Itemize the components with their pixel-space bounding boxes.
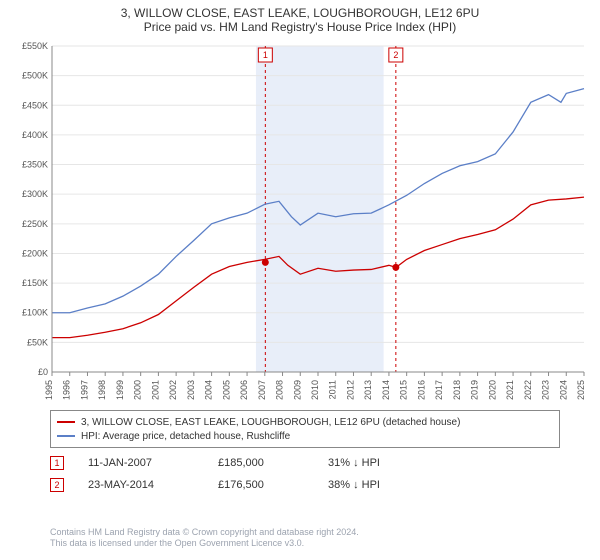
svg-text:1: 1 xyxy=(263,50,268,60)
sale-marker-icon: 1 xyxy=(50,456,64,470)
svg-text:£400K: £400K xyxy=(22,130,48,140)
svg-text:1997: 1997 xyxy=(79,380,89,400)
sale-price: £185,000 xyxy=(218,457,328,469)
svg-text:1995: 1995 xyxy=(44,380,54,400)
legend-item: HPI: Average price, detached house, Rush… xyxy=(57,429,553,443)
title-block: 3, WILLOW CLOSE, EAST LEAKE, LOUGHBOROUG… xyxy=(0,0,600,34)
sale-delta: 31% ↓ HPI xyxy=(328,457,438,469)
sales-table: 1 11-JAN-2007 £185,000 31% ↓ HPI 2 23-MA… xyxy=(50,452,560,496)
svg-text:2003: 2003 xyxy=(186,380,196,400)
footnote-line: Contains HM Land Registry data © Crown c… xyxy=(50,527,359,539)
svg-text:1996: 1996 xyxy=(62,380,72,400)
svg-text:£550K: £550K xyxy=(22,42,48,51)
svg-text:2010: 2010 xyxy=(310,380,320,400)
legend: 3, WILLOW CLOSE, EAST LEAKE, LOUGHBOROUG… xyxy=(50,410,560,448)
svg-text:2012: 2012 xyxy=(345,380,355,400)
sale-date: 23-MAY-2014 xyxy=(88,479,218,491)
svg-text:2001: 2001 xyxy=(150,380,160,400)
sale-row: 2 23-MAY-2014 £176,500 38% ↓ HPI xyxy=(50,474,560,496)
svg-text:£300K: £300K xyxy=(22,189,48,199)
svg-text:2011: 2011 xyxy=(328,380,338,399)
chart-container: 3, WILLOW CLOSE, EAST LEAKE, LOUGHBOROUG… xyxy=(0,0,600,560)
sale-delta: 38% ↓ HPI xyxy=(328,479,438,491)
svg-text:2007: 2007 xyxy=(257,380,267,400)
svg-text:£350K: £350K xyxy=(22,160,48,170)
svg-text:2: 2 xyxy=(393,50,398,60)
svg-text:2009: 2009 xyxy=(292,380,302,400)
sale-marker-icon: 2 xyxy=(50,478,64,492)
svg-text:2013: 2013 xyxy=(363,380,373,400)
legend-swatch xyxy=(57,421,75,423)
svg-text:2000: 2000 xyxy=(133,380,143,400)
svg-text:2008: 2008 xyxy=(275,380,285,400)
svg-text:£150K: £150K xyxy=(22,278,48,288)
svg-text:2025: 2025 xyxy=(576,380,586,400)
footnote-line: This data is licensed under the Open Gov… xyxy=(50,538,359,550)
svg-text:2018: 2018 xyxy=(452,380,462,400)
svg-text:1998: 1998 xyxy=(97,380,107,400)
title-subtitle: Price paid vs. HM Land Registry's House … xyxy=(0,20,600,34)
legend-swatch xyxy=(57,435,75,437)
svg-text:2016: 2016 xyxy=(416,380,426,400)
legend-item: 3, WILLOW CLOSE, EAST LEAKE, LOUGHBOROUG… xyxy=(57,415,553,429)
svg-text:2015: 2015 xyxy=(399,380,409,400)
svg-text:2004: 2004 xyxy=(204,380,214,400)
svg-text:2017: 2017 xyxy=(434,380,444,400)
svg-text:£100K: £100K xyxy=(22,308,48,318)
svg-text:2020: 2020 xyxy=(487,380,497,400)
svg-text:2024: 2024 xyxy=(558,380,568,400)
legend-label: 3, WILLOW CLOSE, EAST LEAKE, LOUGHBOROUG… xyxy=(81,417,460,428)
title-address: 3, WILLOW CLOSE, EAST LEAKE, LOUGHBOROUG… xyxy=(0,6,600,20)
svg-text:2014: 2014 xyxy=(381,380,391,400)
svg-text:2023: 2023 xyxy=(541,380,551,400)
svg-text:2002: 2002 xyxy=(168,380,178,400)
svg-text:2005: 2005 xyxy=(221,380,231,400)
sale-row: 1 11-JAN-2007 £185,000 31% ↓ HPI xyxy=(50,452,560,474)
sale-date: 11-JAN-2007 xyxy=(88,457,218,469)
sale-price: £176,500 xyxy=(218,479,328,491)
svg-text:£50K: £50K xyxy=(27,337,48,347)
svg-text:£0: £0 xyxy=(38,367,48,377)
legend-label: HPI: Average price, detached house, Rush… xyxy=(81,431,290,442)
svg-text:2019: 2019 xyxy=(470,380,480,400)
svg-text:1999: 1999 xyxy=(115,380,125,400)
svg-text:£250K: £250K xyxy=(22,219,48,229)
footnote: Contains HM Land Registry data © Crown c… xyxy=(50,527,359,550)
svg-text:2006: 2006 xyxy=(239,380,249,400)
svg-text:£200K: £200K xyxy=(22,248,48,258)
chart: £0 £50K £100K £150K £200K £250K £300K £350K £400… xyxy=(10,42,590,402)
svg-text:2022: 2022 xyxy=(523,380,533,400)
svg-text:£450K: £450K xyxy=(22,100,48,110)
svg-text:2021: 2021 xyxy=(505,380,515,400)
svg-text:£500K: £500K xyxy=(22,71,48,81)
